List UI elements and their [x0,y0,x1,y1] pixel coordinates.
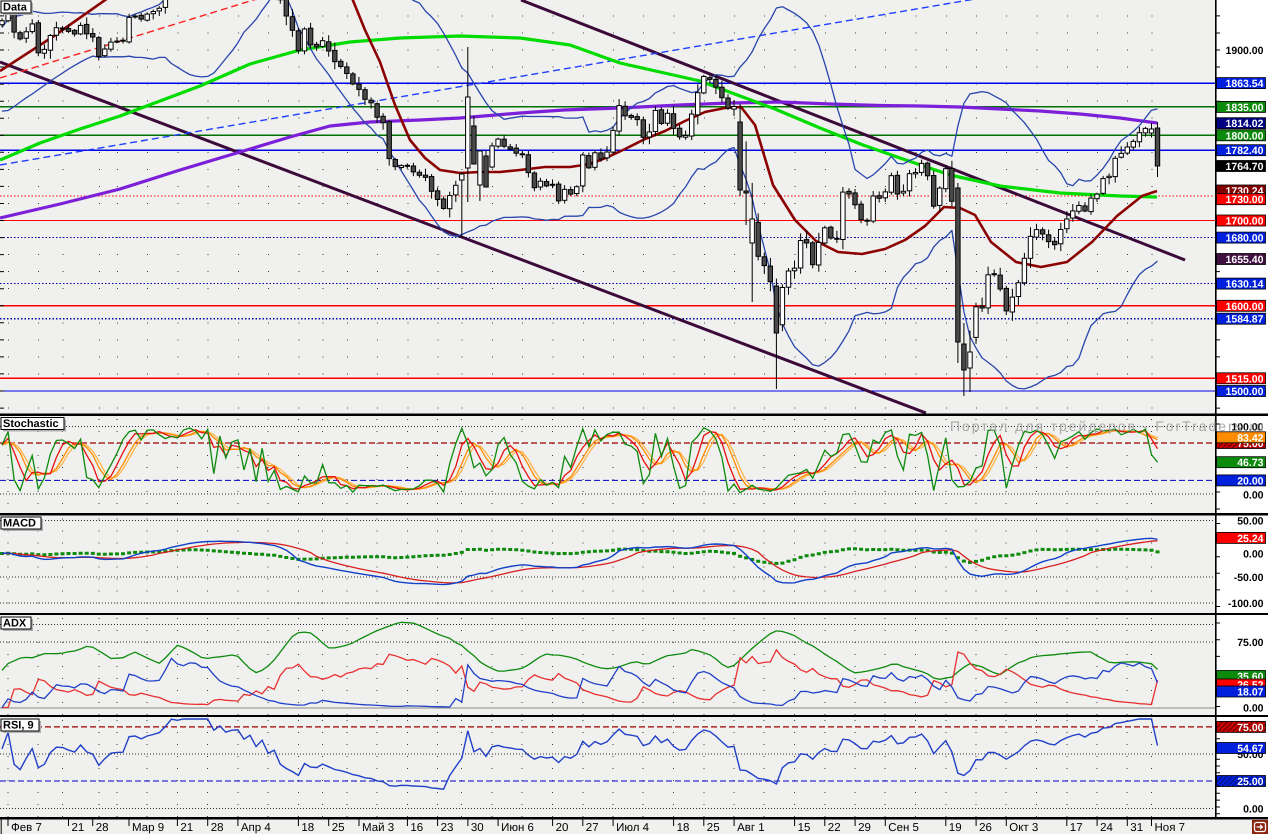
svg-text:1782.40: 1782.40 [1226,145,1264,157]
svg-text:Stochastic: Stochastic [3,418,59,430]
svg-text:0.00: 0.00 [1243,549,1264,561]
svg-text:Фев 7: Фев 7 [11,822,42,834]
svg-text:23: 23 [441,822,454,834]
svg-text:1500.00: 1500.00 [1226,386,1264,398]
svg-text:22: 22 [828,822,841,834]
svg-text:Мар 9: Мар 9 [132,822,164,834]
svg-text:1630.14: 1630.14 [1226,279,1264,291]
svg-text:1700.00: 1700.00 [1226,216,1264,228]
svg-text:Май 3: Май 3 [362,822,394,834]
svg-text:1835.00: 1835.00 [1226,102,1264,114]
svg-text:Авг 1: Авг 1 [737,822,765,834]
svg-text:26: 26 [979,822,992,834]
svg-text:30: 30 [471,822,484,834]
svg-text:1900.00: 1900.00 [1226,45,1264,57]
svg-text:Июл 4: Июл 4 [616,822,650,834]
svg-text:Июн 6: Июн 6 [501,822,534,834]
svg-text:1600.00: 1600.00 [1226,301,1264,313]
svg-text:54.67: 54.67 [1237,743,1263,755]
svg-text:Портал для трейдеров - ForTrad: Портал для трейдеров - ForTraders.ru [950,418,1266,434]
svg-text:1800.00: 1800.00 [1226,130,1264,142]
svg-text:Окт 3: Окт 3 [1009,822,1038,834]
svg-text:Апр 4: Апр 4 [241,822,271,834]
svg-text:17: 17 [1070,822,1083,834]
svg-text:0.00: 0.00 [1243,703,1264,715]
svg-text:1764.70: 1764.70 [1226,161,1264,173]
svg-text:18.07: 18.07 [1237,687,1263,699]
svg-text:19: 19 [949,822,962,834]
svg-text:16: 16 [410,822,423,834]
svg-text:25.24: 25.24 [1237,533,1263,545]
svg-text:28: 28 [211,822,224,834]
svg-text:21: 21 [72,822,85,834]
svg-text:21: 21 [180,822,193,834]
svg-text:Сен 5: Сен 5 [888,822,919,834]
svg-text:Data: Data [3,2,28,14]
svg-text:18: 18 [301,822,314,834]
svg-text:1730.00: 1730.00 [1226,194,1264,206]
svg-text:1680.00: 1680.00 [1226,233,1264,245]
svg-text:28: 28 [96,822,109,834]
svg-text:25: 25 [332,822,345,834]
svg-text:0.00: 0.00 [1243,489,1264,501]
svg-text:50.00: 50.00 [1237,516,1263,528]
svg-text:ADX: ADX [3,618,27,630]
svg-text:18: 18 [677,822,690,834]
svg-text:0.00: 0.00 [1243,804,1264,816]
svg-text:75.00: 75.00 [1237,637,1263,649]
svg-text:25.00: 25.00 [1237,776,1263,788]
svg-text:46.73: 46.73 [1237,457,1263,469]
svg-text:1814.02: 1814.02 [1226,118,1264,130]
svg-text:31: 31 [1130,822,1143,834]
svg-text:100.00: 100.00 [1231,422,1263,434]
svg-text:Ноя 7: Ноя 7 [1155,822,1186,834]
svg-text:15: 15 [798,822,811,834]
svg-text:1655.40: 1655.40 [1226,254,1264,266]
svg-text:1863.54: 1863.54 [1226,78,1264,90]
svg-text:75.00: 75.00 [1237,722,1263,734]
svg-text:20: 20 [556,822,569,834]
svg-text:-50.00: -50.00 [1234,572,1264,584]
svg-text:83.42: 83.42 [1237,432,1263,444]
svg-text:29: 29 [858,822,871,834]
svg-text:MACD: MACD [3,518,36,530]
svg-text:1515.00: 1515.00 [1226,373,1264,385]
svg-text:27: 27 [586,822,599,834]
svg-text:25: 25 [707,822,720,834]
svg-text:24: 24 [1100,822,1113,834]
svg-text:RSI, 9: RSI, 9 [3,720,34,732]
svg-text:-100.00: -100.00 [1228,598,1264,610]
svg-text:1584.87: 1584.87 [1226,314,1264,326]
svg-text:20.00: 20.00 [1237,475,1263,487]
